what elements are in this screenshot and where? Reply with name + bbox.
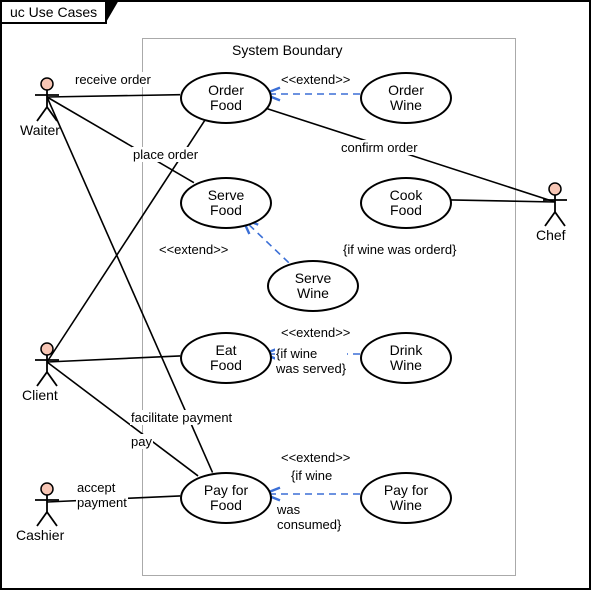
label-facilitate_payment: facilitate payment: [130, 410, 233, 425]
label-place_order: place order: [132, 147, 199, 162]
label-pay: pay: [130, 434, 153, 449]
label-ext1: <<extend>>: [280, 72, 351, 87]
usecase-cook_food: Cook Food: [360, 177, 452, 229]
actor-chef: [540, 182, 570, 228]
label-note_wine_consumed2: was consumed}: [276, 502, 342, 532]
actor-client: [32, 342, 62, 388]
actor-waiter: [32, 77, 62, 123]
diagram-frame: uc Use Cases System Boundary Waiter Clie…: [0, 0, 591, 590]
actor-label-waiter: Waiter: [20, 122, 60, 138]
usecase-order_food: Order Food: [180, 72, 272, 124]
actor-label-client: Client: [22, 387, 58, 403]
usecase-pay_wine: Pay for Wine: [360, 472, 452, 524]
label-note_wine_served: {if wine was served}: [275, 346, 347, 376]
label-ext4: <<extend>>: [280, 450, 351, 465]
usecase-serve_wine: Serve Wine: [267, 260, 359, 312]
label-note_wine_consumed1: {if wine: [290, 468, 333, 483]
actor-label-chef: Chef: [536, 227, 566, 243]
usecase-eat_food: Eat Food: [180, 332, 272, 384]
label-note_wine_ordered: {if wine was orderd}: [342, 242, 457, 257]
actor-cashier: [32, 482, 62, 528]
label-accept_payment: accept payment: [76, 480, 128, 510]
label-ext3: <<extend>>: [280, 325, 351, 340]
usecase-order_wine: Order Wine: [360, 72, 452, 124]
usecase-serve_food: Serve Food: [180, 177, 272, 229]
usecase-pay_food: Pay for Food: [180, 472, 272, 524]
label-ext2: <<extend>>: [158, 242, 229, 257]
label-confirm_order: confirm order: [340, 140, 419, 155]
actor-label-cashier: Cashier: [16, 527, 64, 543]
label-receive_order: receive order: [74, 72, 152, 87]
usecase-drink_wine: Drink Wine: [360, 332, 452, 384]
